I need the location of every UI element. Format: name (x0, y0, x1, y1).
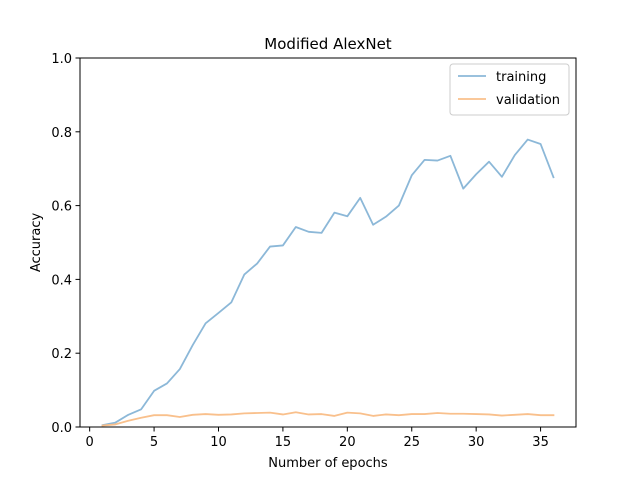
y-tick-label: 0.2 (51, 347, 72, 362)
x-tick-label: 20 (339, 435, 356, 450)
plot-area: 0 5 10 15 20 25 30 35 0.0 0.2 0.4 0.6 0.8 1.0 (51, 52, 577, 450)
legend: training validation (449, 63, 570, 116)
x-tick-label: 0 (86, 435, 94, 450)
y-axis-label: Accuracy (29, 213, 44, 273)
x-axis: 0 5 10 15 20 25 30 35 (86, 427, 549, 450)
x-tick-label: 35 (532, 435, 549, 450)
axes-frame (79, 57, 577, 428)
series-line-training (101, 138, 555, 427)
y-tick-label: 0.4 (51, 273, 72, 288)
y-tick-label: 0.8 (51, 126, 72, 141)
x-tick-label: 5 (150, 435, 158, 450)
chart-title: Modified AlexNet (264, 35, 391, 53)
x-tick-label: 25 (403, 435, 420, 450)
x-axis-label: Number of epochs (268, 456, 388, 471)
series-lines (101, 138, 555, 427)
series-line-validation (101, 411, 555, 427)
y-axis: 0.0 0.2 0.4 0.6 0.8 1.0 (51, 52, 80, 436)
y-tick-label: 1.0 (51, 52, 72, 67)
legend-label-training: training (496, 70, 546, 85)
y-tick-label: 0.0 (51, 421, 72, 436)
y-tick-label: 0.6 (51, 200, 72, 215)
x-tick-label: 10 (210, 435, 227, 450)
x-tick-label: 30 (468, 435, 485, 450)
x-tick-label: 15 (275, 435, 292, 450)
legend-label-validation: validation (496, 93, 560, 108)
